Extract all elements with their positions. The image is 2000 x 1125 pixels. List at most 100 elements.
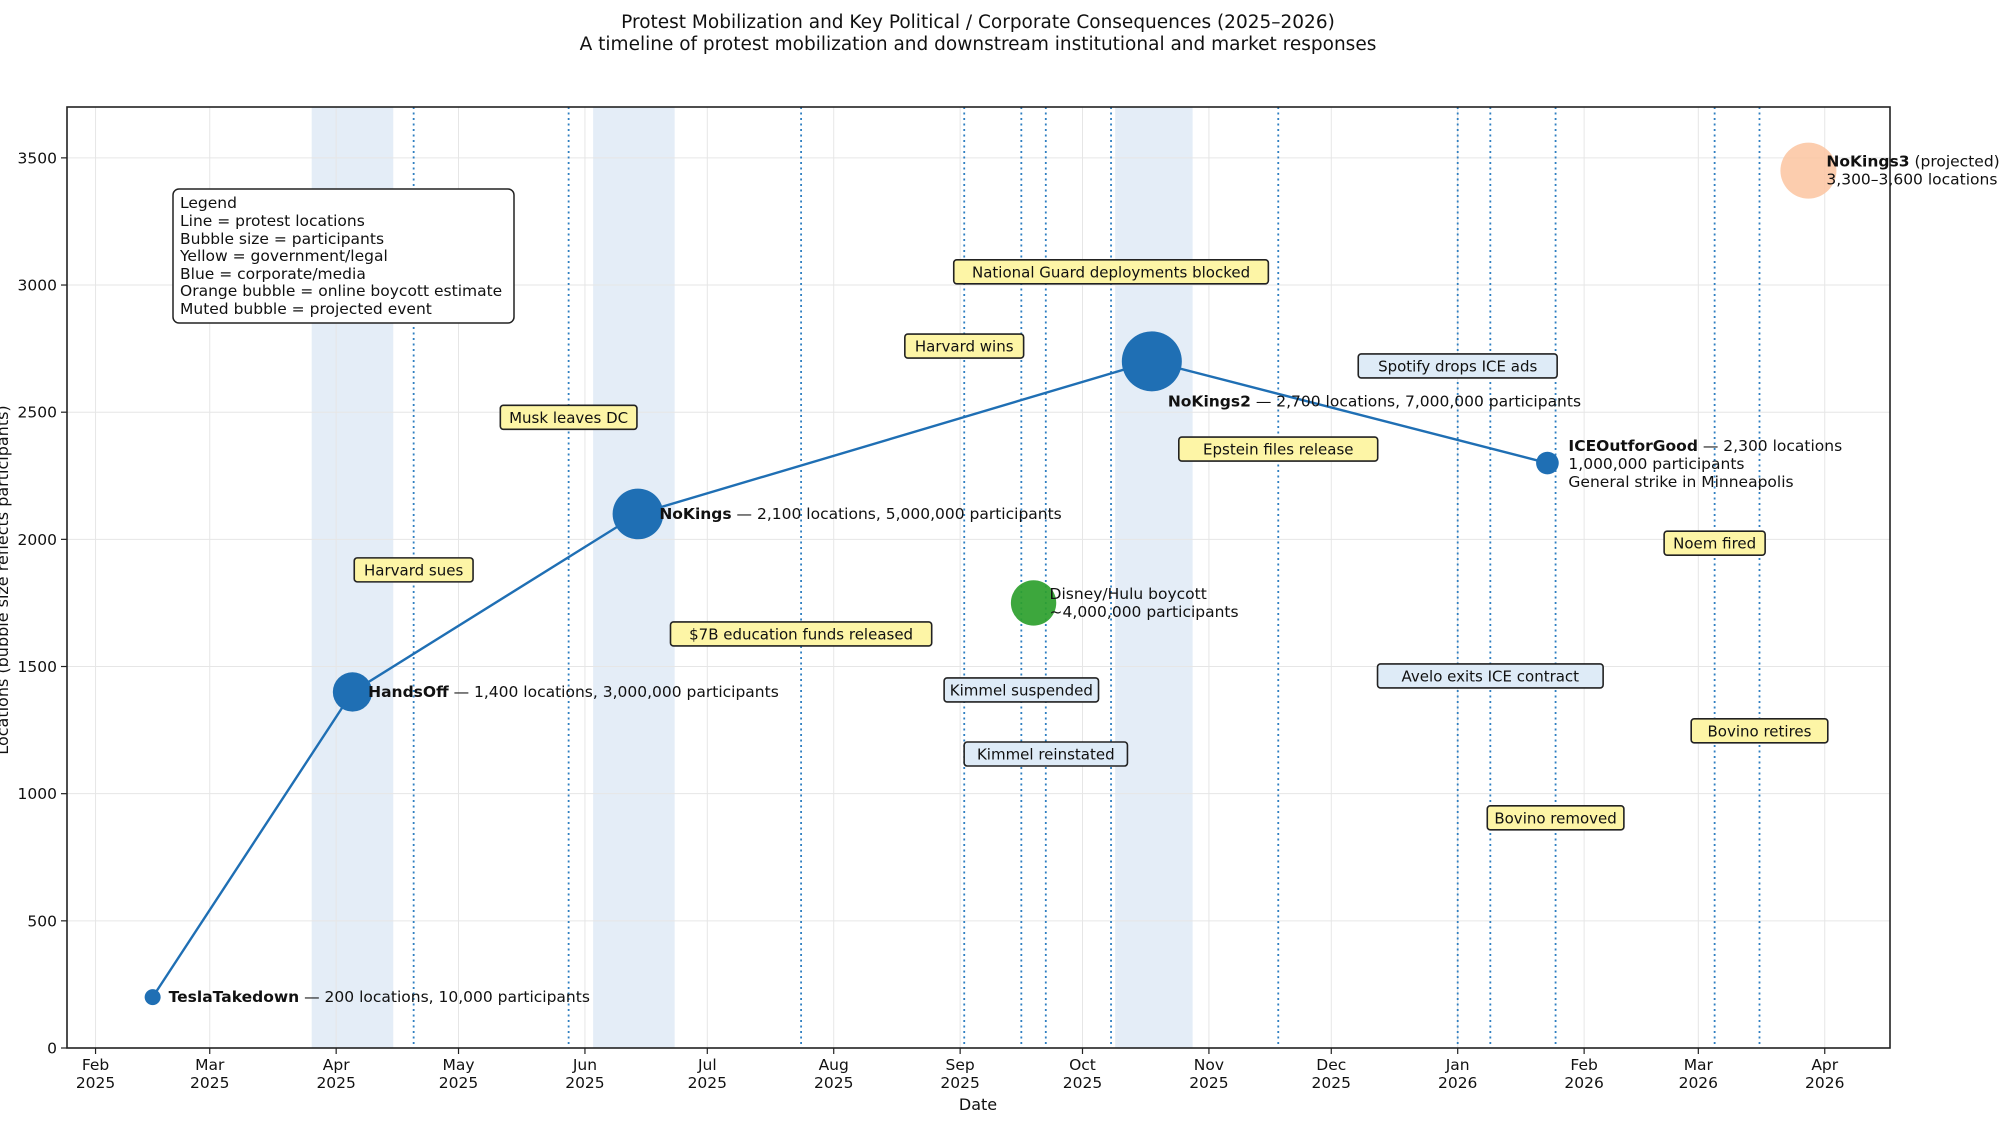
- annotation-label: National Guard deployments blocked: [972, 263, 1250, 281]
- annotation-box: [1376, 663, 1604, 689]
- projected-bubble: [1780, 142, 1837, 199]
- x-tick-label-year: 2025: [1063, 1074, 1102, 1092]
- x-tick-label-year: 2025: [688, 1074, 727, 1092]
- protest-name: ICEOutforGood: [1568, 437, 1698, 455]
- y-tick-label: 0: [47, 1040, 57, 1058]
- annotation-label: Harvard sues: [364, 561, 463, 579]
- shaded-period: [1115, 107, 1193, 1048]
- x-axis-label: Date: [959, 1095, 997, 1114]
- y-tick-label: 2500: [18, 404, 57, 422]
- protest-detail: — 2,300 locations: [1698, 437, 1842, 455]
- annotation-government: Noem fired: [1663, 530, 1766, 556]
- x-tick-label-year: 2025: [76, 1074, 115, 1092]
- annotation-government: $7B education funds released: [669, 621, 933, 647]
- annotation-box: [1690, 718, 1829, 744]
- x-tick-label-year: 2025: [814, 1074, 853, 1092]
- annotation-corporate: Kimmel suspended: [943, 677, 1100, 703]
- annotation-government: Bovino removed: [1486, 805, 1625, 831]
- annotation-box: [499, 404, 638, 431]
- annotation-label: Harvard wins: [915, 338, 1014, 356]
- x-tick-label-month: Nov: [1194, 1056, 1224, 1074]
- protest-bubble: [144, 989, 161, 1006]
- annotation-government: Epstein files release: [1178, 436, 1379, 462]
- y-tick-label: 3000: [18, 277, 57, 295]
- y-axis-label: Locations (bubble size reflects particip…: [0, 405, 12, 754]
- annotation-box: [943, 677, 1100, 703]
- x-tick-label-year: 2025: [190, 1074, 229, 1092]
- bubbles: Disney/Hulu boycott~4,000,000 participan…: [1010, 142, 2000, 626]
- x-tick-label-year: 2025: [1312, 1074, 1351, 1092]
- annotation-box: [353, 557, 474, 583]
- protest-name: TeslaTakedown: [169, 988, 300, 1006]
- annotation-corporate: Avelo exits ICE contract: [1376, 663, 1604, 689]
- annotation-box: [1178, 436, 1379, 462]
- legend-line-item: Muted bubble = projected event: [180, 300, 432, 318]
- protest-bubble: [332, 672, 373, 712]
- protest-label: NoKings2 — 2,700 locations, 7,000,000 pa…: [1168, 392, 1581, 410]
- protest-label: TeslaTakedown — 200 locations, 10,000 pa…: [169, 988, 590, 1006]
- protest-label: HandsOff — 1,400 locations, 3,000,000 pa…: [368, 683, 779, 701]
- chart-subtitle: A timeline of protest mobilization and d…: [580, 34, 1377, 55]
- protest-extra-line: General strike in Minneapolis: [1568, 473, 1793, 491]
- x-tick-label-year: 2025: [316, 1074, 355, 1092]
- protest-name: HandsOff: [368, 683, 449, 701]
- annotation-corporate: Kimmel reinstated: [963, 741, 1129, 767]
- x-tick-label-year: 2025: [439, 1074, 478, 1092]
- shaded-period: [593, 107, 675, 1048]
- protest-name: NoKings2: [1168, 392, 1251, 410]
- x-tick-label-month: Sep: [946, 1056, 975, 1074]
- y-tick-label: 500: [27, 912, 57, 930]
- annotation-label: Musk leaves DC: [509, 409, 628, 427]
- annotation-label: Kimmel suspended: [950, 681, 1093, 699]
- annotation-government: Harvard wins: [904, 333, 1025, 359]
- projected-suffix: (projected): [1910, 153, 2000, 171]
- x-tick-label-month: Feb: [82, 1056, 109, 1074]
- legend-box: Legend Line = protest locations Bubble s…: [172, 188, 515, 324]
- protest-label: NoKings — 2,100 locations, 5,000,000 par…: [659, 505, 1061, 523]
- protest-bubble: [1121, 331, 1182, 392]
- boycott-bubble: [1010, 580, 1057, 626]
- annotation-label: Kimmel reinstated: [977, 746, 1115, 764]
- projected-label: NoKings3 (projected): [1826, 153, 1999, 171]
- annotation-label: Avelo exits ICE contract: [1402, 667, 1580, 685]
- x-axis: Feb2025Mar2025Apr2025May2025Jun2025Jul20…: [76, 1048, 1844, 1092]
- protest-label: ICEOutforGood — 2,300 locations: [1568, 437, 1842, 455]
- protest-detail: — 200 locations, 10,000 participants: [299, 988, 590, 1006]
- protest-name: NoKings: [659, 505, 731, 523]
- annotation-box: [904, 333, 1025, 359]
- y-tick-label: 3500: [18, 149, 57, 167]
- legend-line-item: Line = protest locations: [180, 212, 365, 230]
- legend-line-item: Orange bubble = online boycott estimate: [180, 282, 502, 300]
- legend-line-item: Yellow = government/legal: [179, 247, 388, 265]
- legend-line-item: Blue = corporate/media: [180, 265, 366, 283]
- annotation-label: Epstein files release: [1203, 441, 1354, 459]
- x-tick-label-month: Mar: [1684, 1056, 1714, 1074]
- plot-frame: [66, 106, 1891, 1049]
- x-tick-label-year: 2026: [1805, 1074, 1844, 1092]
- protest-bubble: [612, 488, 664, 540]
- annotation-corporate: Spotify drops ICE ads: [1357, 353, 1558, 379]
- x-tick-label-month: Feb: [1570, 1056, 1597, 1074]
- x-tick-label-month: Mar: [195, 1056, 225, 1074]
- x-tick-label-year: 2026: [1438, 1074, 1477, 1092]
- annotation-box: [1357, 353, 1558, 379]
- y-axis: 0 500 1000 1500 2000 2500 3000 3500: [18, 149, 67, 1058]
- x-tick-label-month: Jun: [572, 1056, 597, 1074]
- annotation-box: [963, 741, 1129, 767]
- protest-series: TeslaTakedown — 200 locations, 10,000 pa…: [144, 331, 1842, 1006]
- x-tick-label-year: 2025: [565, 1074, 604, 1092]
- x-tick-label-month: Jul: [697, 1056, 717, 1074]
- annotation-label: Bovino removed: [1494, 809, 1616, 827]
- annotation-box: [1486, 805, 1625, 831]
- x-tick-label-month: Jan: [1445, 1056, 1470, 1074]
- annotation-label: Noem fired: [1673, 535, 1756, 553]
- annotation-box: [952, 259, 1270, 285]
- y-tick-label: 1500: [18, 658, 57, 676]
- x-tick-label-month: Oct: [1069, 1056, 1096, 1074]
- x-tick-label-year: 2025: [940, 1074, 979, 1092]
- x-tick-label-year: 2025: [1189, 1074, 1228, 1092]
- x-tick-label-month: Apr: [323, 1056, 350, 1074]
- protest-extra-line: 1,000,000 participants: [1568, 455, 1744, 473]
- legend-title: Legend: [180, 194, 237, 212]
